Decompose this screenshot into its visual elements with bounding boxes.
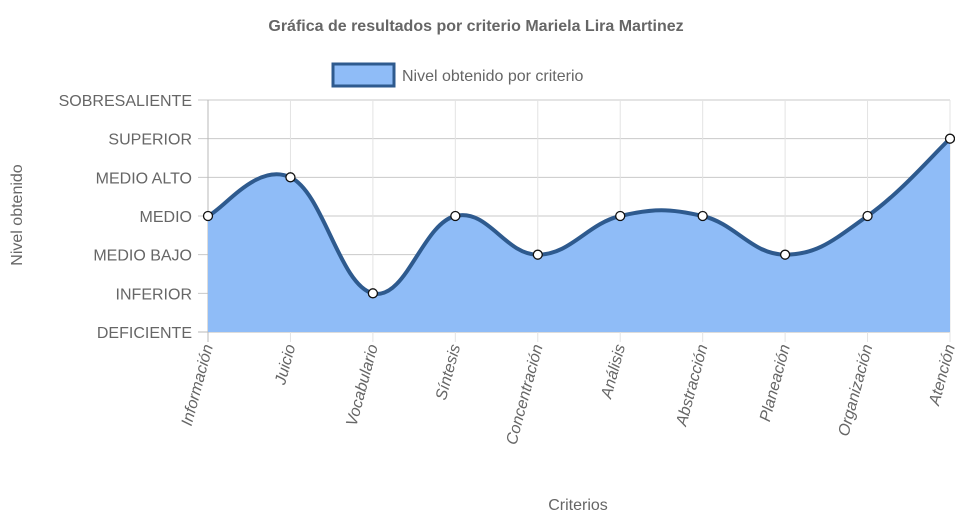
x-tick-label: Planeación	[757, 343, 794, 424]
y-tick-label: SOBRESALIENTE	[59, 93, 192, 110]
y-tick-label: INFERIOR	[116, 286, 192, 303]
series-line	[207, 137, 952, 296]
legend-label: Nivel obtenido por criterio	[402, 68, 584, 85]
plot-area	[207, 137, 952, 332]
series-area	[208, 138, 950, 332]
x-axis-title: Criterios	[548, 497, 608, 514]
data-points	[202, 133, 955, 299]
y-tick-label: MEDIO ALTO	[96, 170, 192, 187]
y-tick-label: SUPERIOR	[108, 132, 192, 149]
x-tick-label: Atención	[926, 343, 955, 409]
data-point[interactable]	[202, 210, 214, 222]
x-tick-label: Análisis	[598, 343, 629, 402]
y-axis: DEFICIENTE INFERIOR MEDIO BAJO MEDIO MEDIO A…	[59, 93, 192, 342]
data-point[interactable]	[615, 210, 626, 222]
x-tick-label: Organización	[836, 343, 877, 439]
y-tick-label: MEDIO BAJO	[93, 248, 192, 265]
chart-title: Gráfica de resultados por criterio Marie…	[268, 18, 683, 35]
data-point[interactable]	[944, 133, 955, 144]
x-axis: Información Juicio Vocabulario Síntesis Conc…	[179, 343, 955, 447]
x-tick-label: Vocabulario	[344, 343, 382, 429]
x-tick-label: Abstracción	[673, 343, 711, 429]
data-point[interactable]	[779, 249, 791, 260]
x-tick-label: Concentración	[504, 343, 547, 447]
data-point[interactable]	[285, 172, 296, 183]
y-tick-label: DEFICIENTE	[97, 325, 192, 342]
x-tick-label: Síntesis	[433, 343, 464, 402]
data-point[interactable]	[532, 249, 543, 260]
legend[interactable]: Nivel obtenido por criterio	[331, 62, 584, 88]
data-point[interactable]	[862, 210, 873, 222]
data-point[interactable]	[697, 210, 708, 222]
legend-swatch	[331, 62, 396, 88]
x-tick-label: Juicio	[272, 343, 299, 388]
data-point[interactable]	[450, 210, 461, 222]
x-tick-label: Información	[179, 343, 217, 428]
data-point[interactable]	[367, 288, 379, 299]
y-tick-label: MEDIO	[140, 209, 192, 226]
y-axis-title: Nivel obtenido	[9, 164, 26, 266]
